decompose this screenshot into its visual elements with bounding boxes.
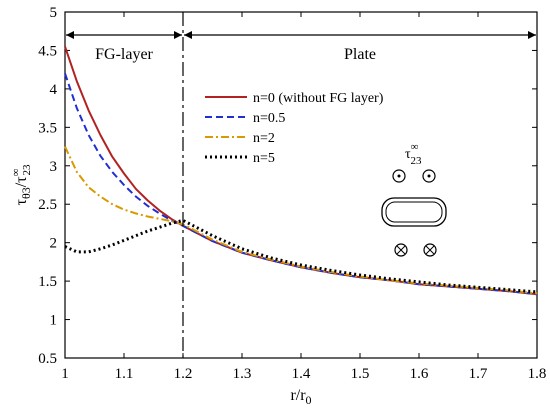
series-line-2 (64, 146, 538, 295)
axis-labels: r/r0 τθ3/τ∞23 (10, 164, 312, 407)
x-tick-label: 1.2 (174, 366, 193, 382)
x-tick-label: 1 (61, 366, 69, 382)
into-plane-cross-icon (394, 243, 408, 257)
legend: n=0 (without FG layer) n=0.5 n=2 n=5 (205, 91, 384, 166)
x-tick-label: 1.5 (351, 366, 370, 382)
y-tick-label: 4 (50, 82, 58, 98)
inset-label: τ∞ 23 (405, 141, 422, 167)
x-axis-label: r/r0 (290, 387, 311, 407)
plot-border (64, 11, 538, 359)
arrow-head (174, 31, 182, 39)
plate-hole-shape (381, 197, 447, 227)
x-tick-label: 1.8 (528, 366, 547, 382)
y-tick-label: 4.5 (38, 43, 57, 59)
series-curves (64, 46, 538, 296)
y-tick-label: 0.5 (38, 351, 57, 367)
y-tick-label: 1 (50, 313, 58, 329)
legend-label-3: n=5 (253, 151, 275, 166)
plate-hole-inner (385, 201, 443, 223)
y-tick-label: 3.5 (38, 120, 57, 136)
region-label-1: Plate (344, 46, 376, 63)
cross-stroke (396, 245, 406, 255)
y-axis-label: τθ3/τ∞23 (10, 164, 33, 205)
region-annotations: FG-layer Plate (66, 12, 536, 358)
arrow-head (528, 31, 536, 39)
x-tick-label: 1.7 (469, 366, 488, 382)
y-tick-label: 3 (50, 159, 58, 175)
region-label-0: FG-layer (95, 46, 153, 63)
out-of-plane-dot-center (397, 174, 401, 178)
into-plane-cross-icon (423, 243, 437, 257)
legend-label-2: n=2 (253, 131, 275, 146)
y-tick-label: 2.5 (38, 197, 57, 213)
legend-label-1: n=0.5 (253, 111, 285, 126)
plot-frame: 1 1.1 1.2 1.3 1.4 1.5 1.6 1.7 1.80.511.522.533.5… (38, 5, 546, 382)
cross-stroke (425, 245, 435, 255)
y-tick-label: 1.5 (38, 274, 57, 290)
out-of-plane-dot-icon (392, 169, 406, 183)
arrow-head (66, 31, 74, 39)
out-of-plane-dot-center (427, 174, 431, 178)
x-tick-label: 1.3 (233, 366, 252, 382)
x-tick-label: 1.4 (292, 366, 311, 382)
x-tick-label: 1.6 (410, 366, 429, 382)
series-line-1 (64, 73, 538, 296)
arrow-head (184, 31, 192, 39)
series-line-3 (64, 218, 538, 294)
y-tick-label: 5 (50, 5, 58, 21)
inset-diagram: τ∞ 23 (381, 141, 447, 257)
x-tick-label: 1.1 (115, 366, 134, 382)
out-of-plane-dot-icon (422, 169, 436, 183)
legend-label-0: n=0 (without FG layer) (253, 91, 384, 106)
y-tick-label: 2 (50, 236, 58, 252)
series-line-0 (64, 46, 538, 296)
